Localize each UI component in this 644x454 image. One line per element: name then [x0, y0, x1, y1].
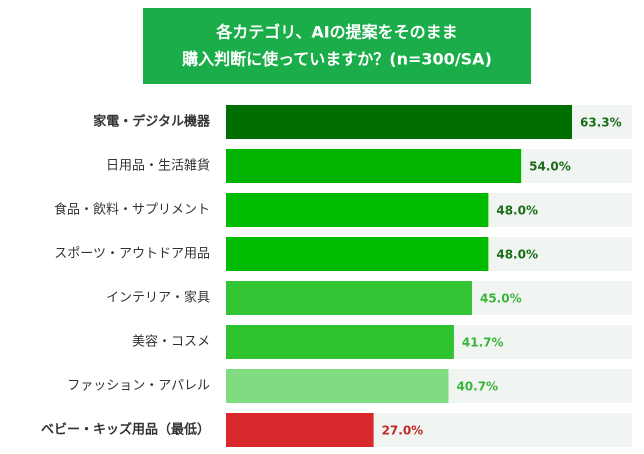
bar	[226, 193, 489, 227]
category-label: ファッション・アパレル	[67, 379, 210, 394]
chart-title: 各カテゴリ、AIの提案をそのまま	[215, 23, 457, 42]
category-label: 食品・飲料・サプリメント	[54, 202, 210, 218]
value-label: 48.0%	[496, 204, 538, 218]
title-box	[143, 8, 531, 84]
bar	[226, 105, 572, 139]
value-label: 40.7%	[456, 380, 498, 394]
bar	[226, 149, 522, 183]
value-label: 54.0%	[529, 160, 571, 174]
category-label: ベビー・キッズ用品（最低）	[41, 422, 210, 438]
bar	[226, 237, 489, 271]
value-label: 45.0%	[480, 292, 522, 306]
value-label: 27.0%	[382, 424, 424, 438]
category-label: 家電・デジタル機器	[93, 114, 211, 130]
category-label: 日用品・生活雑貨	[106, 158, 210, 174]
bar	[226, 413, 374, 447]
chart-title: 購入判断に使っていますか？(n=300/SA)	[181, 50, 492, 69]
bar	[226, 369, 449, 403]
category-label: スポーツ・アウトドア用品	[54, 247, 210, 262]
bar	[226, 325, 454, 359]
bar	[226, 281, 472, 315]
value-label: 48.0%	[496, 248, 538, 262]
value-label: 41.7%	[462, 336, 504, 350]
value-label: 63.3%	[580, 116, 622, 130]
category-label: 美容・コスメ	[132, 334, 210, 350]
category-label: インテリア・家具	[106, 290, 210, 306]
